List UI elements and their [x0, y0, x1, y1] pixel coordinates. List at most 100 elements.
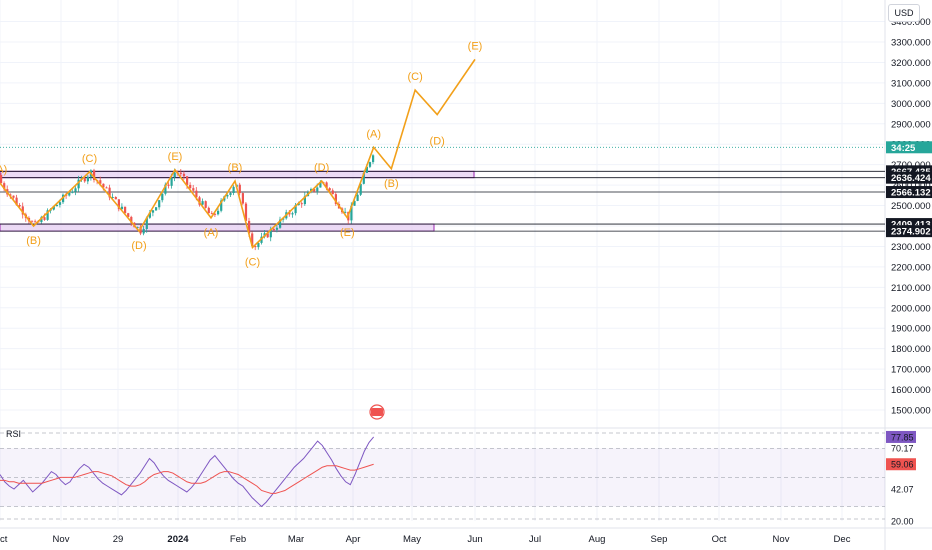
candle-body [189, 184, 192, 189]
rsi-ma-tag-label: 59.06 [891, 460, 914, 470]
candle-body [127, 213, 130, 217]
candle-body [207, 207, 210, 214]
price-tick-label: 1500.000 [891, 406, 931, 417]
wave-label: (A) [204, 227, 219, 239]
wave-label: (E) [340, 227, 355, 239]
candle-body [303, 196, 306, 205]
candle-body [344, 211, 347, 213]
candle-body [31, 221, 34, 223]
candle-body [161, 193, 164, 201]
time-tick-label: Dec [834, 534, 851, 545]
candle-body [77, 179, 80, 189]
candle-body [43, 217, 46, 220]
time-tick-label: Sep [651, 534, 668, 545]
candle-body [182, 173, 186, 177]
wave-label: (B) [228, 162, 243, 174]
candle-body [195, 190, 198, 198]
wave-label: (D) [314, 162, 329, 174]
candle-body [120, 206, 124, 210]
rsi-tick-label: 42.07 [891, 484, 914, 494]
candle-body [34, 221, 37, 223]
candle-body [18, 205, 21, 207]
candle-body [108, 187, 111, 198]
wave-label: (D) [430, 136, 445, 148]
candle-body [151, 210, 155, 213]
candle-body [192, 188, 195, 191]
candle-body [198, 197, 201, 205]
candle-body [164, 184, 167, 194]
candle-body [279, 219, 282, 228]
candle-body [40, 217, 43, 223]
candle-body [46, 210, 49, 220]
candle-body [58, 202, 62, 205]
candle-body [244, 203, 248, 221]
time-tick-label: Nov [773, 534, 790, 545]
price-level-tag-label: 2409.413 [891, 220, 931, 231]
candle-body [365, 166, 368, 173]
currency-button[interactable]: USD [888, 4, 920, 22]
price-tick-label: 2300.000 [891, 242, 931, 253]
candle-body [217, 210, 220, 215]
candle-body [130, 216, 133, 223]
rsi-ma-line [0, 463, 374, 494]
candle-body [111, 196, 114, 198]
time-tick-label: Mar [288, 534, 304, 545]
candle-body [21, 206, 24, 215]
time-tick-label: Aug [589, 534, 606, 545]
candle-body [316, 187, 319, 192]
price-level-tag [886, 186, 932, 199]
candle-body [86, 176, 89, 182]
price-level-tag-label: 2636.424 [891, 173, 931, 184]
rsi-tick-label: 70.17 [891, 444, 914, 454]
price-tick-label: 3300.000 [891, 38, 931, 49]
candle-body [201, 201, 204, 205]
candle-body [3, 183, 6, 190]
candle-body [213, 213, 217, 215]
candle-body [148, 212, 151, 218]
candle-body [238, 184, 241, 194]
candle-body [139, 226, 142, 234]
wave-label: (A) [366, 128, 381, 140]
candle-body [334, 194, 337, 204]
wave-label: (C) [408, 71, 423, 83]
price-tick-label: 2200.000 [891, 262, 931, 273]
candle-body [114, 196, 117, 200]
price-tick-label: 1600.000 [891, 385, 931, 396]
time-tick-label: 2024 [167, 534, 189, 545]
candle-body [83, 178, 86, 182]
price-level-tag [886, 171, 932, 184]
rsi-value-tag [886, 430, 916, 443]
wave-label: (C) [82, 153, 97, 165]
candle-body [71, 191, 74, 193]
price-tick-label: 3100.000 [891, 78, 931, 89]
candle-body [173, 172, 176, 178]
price-tick-label: 3000.000 [891, 99, 931, 110]
price-level-tag-label: 2374.902 [891, 227, 931, 238]
candle-body [210, 213, 213, 215]
candle-body [328, 188, 331, 191]
last-price-tag [886, 141, 932, 154]
candle-body [226, 195, 229, 197]
candle-body [220, 200, 223, 211]
candle-body [331, 190, 334, 195]
candle-body [136, 226, 139, 228]
price-tick-label: 3200.000 [891, 58, 931, 69]
candle-body [52, 206, 55, 210]
time-tick-label: Jul [529, 534, 541, 545]
time-tick-label: Feb [230, 534, 246, 545]
time-tick-label: Oct [712, 534, 727, 545]
candle-body [291, 213, 294, 215]
candle-body [319, 182, 322, 188]
candle-body [288, 212, 291, 215]
candle-body [272, 229, 275, 231]
candle-body [254, 246, 257, 248]
candle-body [145, 217, 148, 229]
candle-body [105, 187, 108, 189]
wave-label: (C) [245, 256, 260, 268]
candle-body [167, 184, 170, 186]
candle-body [186, 176, 189, 185]
price-tick-label: 2000.000 [891, 303, 931, 314]
candle-body [158, 200, 161, 208]
